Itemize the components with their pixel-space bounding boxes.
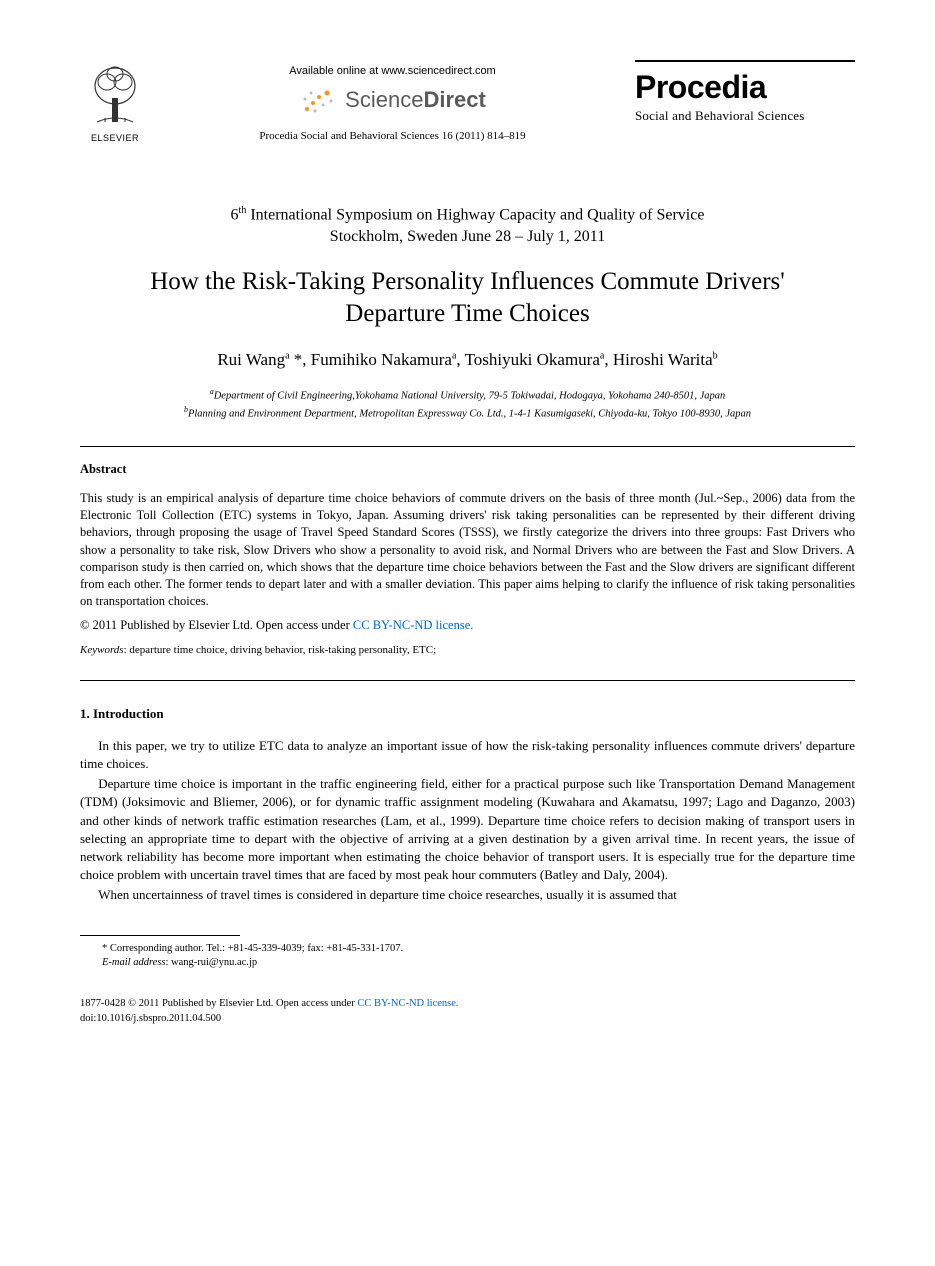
intro-para-2: Departure time choice is important in th… — [80, 775, 855, 884]
abstract-heading: Abstract — [80, 461, 855, 478]
paper-title: How the Risk-Taking Personality Influenc… — [80, 266, 855, 331]
header-center: Available online at www.sciencedirect.co… — [150, 60, 635, 144]
doi-line: doi:10.1016/j.sbspro.2011.04.500 — [80, 1012, 855, 1027]
abstract-body: This study is an empirical analysis of d… — [80, 490, 855, 611]
conference-info: 6th International Symposium on Highway C… — [80, 204, 855, 248]
issn-line: 1877-0428 © 2011 Published by Elsevier L… — [80, 997, 855, 1012]
divider-top — [80, 446, 855, 447]
sciencedirect-burst-icon — [299, 85, 339, 115]
sciencedirect-logo: ScienceDirect — [299, 85, 486, 115]
available-online-text: Available online at www.sciencedirect.co… — [150, 64, 635, 79]
journal-reference: Procedia Social and Behavioral Sciences … — [150, 129, 635, 144]
sciencedirect-text: ScienceDirect — [345, 85, 486, 115]
affiliations: aDepartment of Civil Engineering,Yokoham… — [80, 386, 855, 422]
conference-line-1: 6th International Symposium on Highway C… — [80, 204, 855, 226]
elsevier-label: ELSEVIER — [91, 132, 139, 144]
affiliation-a: aDepartment of Civil Engineering,Yokoham… — [80, 386, 855, 404]
authors-line: Rui Wanga *, Fumihiko Nakamuraa, Toshiyu… — [80, 349, 855, 372]
affiliation-b: bPlanning and Environment Department, Me… — [80, 404, 855, 422]
intro-para-1: In this paper, we try to utilize ETC dat… — [80, 737, 855, 773]
bottom-meta: 1877-0428 © 2011 Published by Elsevier L… — [80, 997, 855, 1026]
footnote-email: E-mail address: wang-rui@ynu.ac.jp — [102, 956, 855, 971]
license-link[interactable]: CC BY-NC-ND license. — [353, 618, 473, 632]
procedia-title: Procedia — [635, 66, 855, 109]
procedia-rule — [635, 60, 855, 62]
elsevier-tree-icon — [85, 60, 145, 130]
page-header: ELSEVIER Available online at www.science… — [80, 60, 855, 144]
procedia-subtitle: Social and Behavioral Sciences — [635, 107, 855, 125]
corresponding-author-footnote: * Corresponding author. Tel.: +81-45-339… — [80, 942, 855, 971]
intro-para-3: When uncertainness of travel times is co… — [80, 886, 855, 904]
keywords-line: Keywords: departure time choice, driving… — [80, 643, 855, 658]
section-1-heading: 1. Introduction — [80, 705, 855, 723]
bottom-license-link[interactable]: CC BY-NC-ND license. — [357, 998, 458, 1009]
divider-bottom — [80, 680, 855, 681]
elsevier-logo: ELSEVIER — [80, 60, 150, 144]
footnote-rule — [80, 935, 240, 936]
procedia-logo: Procedia Social and Behavioral Sciences — [635, 60, 855, 125]
footnote-corr: * Corresponding author. Tel.: +81-45-339… — [102, 942, 855, 957]
conference-line-2: Stockholm, Sweden June 28 – July 1, 2011 — [80, 226, 855, 248]
copyright-line: © 2011 Published by Elsevier Ltd. Open a… — [80, 617, 855, 634]
